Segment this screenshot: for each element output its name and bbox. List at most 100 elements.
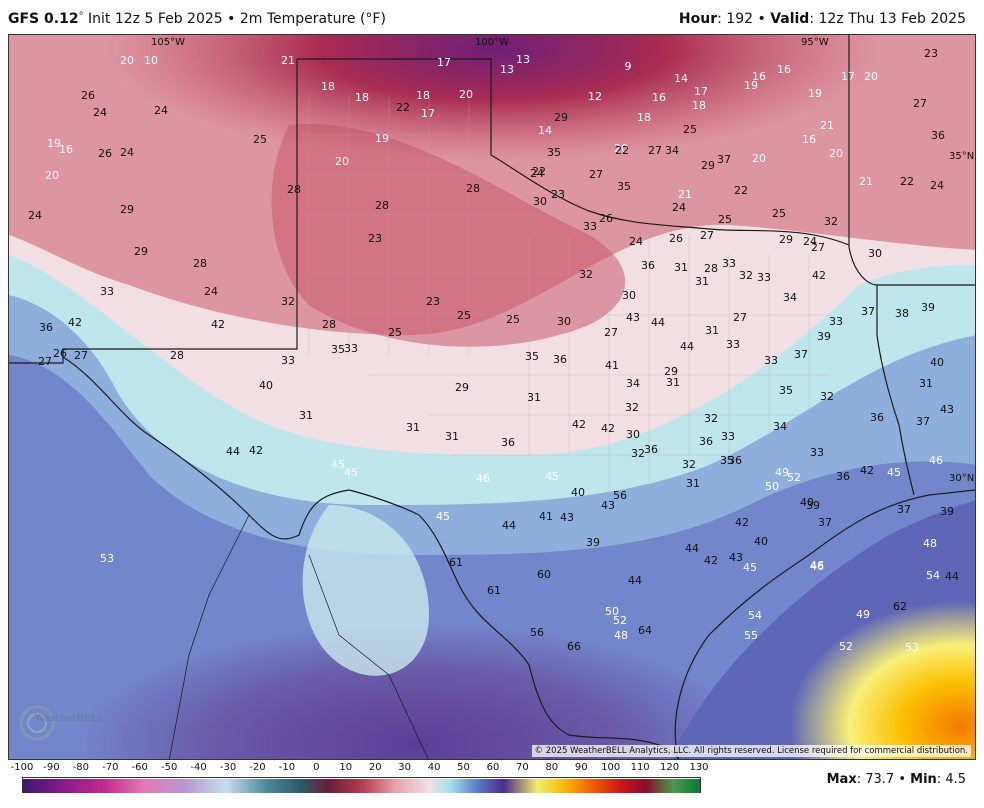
colorbar: [22, 777, 701, 793]
temperature-value: 33: [721, 430, 735, 443]
temperature-value: 33: [722, 257, 736, 270]
colorbar-tick-label: -70: [102, 762, 119, 773]
temperature-value: 66: [567, 640, 581, 653]
copyright-notice: © 2025 WeatherBELL Analytics, LLC. All r…: [531, 745, 971, 757]
temperature-value: 13: [516, 53, 530, 66]
temperature-value: 29: [120, 203, 134, 216]
temperature-value: 26: [53, 347, 67, 360]
temperature-value: 16: [802, 133, 816, 146]
la-border-w: [876, 334, 915, 496]
temperature-value: 61: [487, 584, 501, 597]
temperature-value: 10: [144, 54, 158, 67]
temperature-value: 14: [674, 72, 688, 85]
init-text: Init 12z 5 Feb 2025 • 2m Temperature (°F…: [88, 11, 386, 27]
temperature-value: 20: [45, 169, 59, 182]
temperature-value: 32: [579, 268, 593, 281]
temperature-value: 29: [779, 233, 793, 246]
colorbar-tick-label: 0: [313, 762, 320, 773]
coord-label: 100°W: [475, 37, 509, 48]
temperature-value: 43: [729, 551, 743, 564]
temperature-value: 30: [557, 315, 571, 328]
temperature-value: 22: [615, 144, 629, 157]
temperature-value: 42: [211, 318, 225, 331]
temperature-value: 62: [893, 600, 907, 613]
temperature-value: 24: [93, 106, 107, 119]
coord-label: 30°N: [949, 473, 974, 484]
temperature-value: 24: [672, 201, 686, 214]
temperature-value: 42: [704, 554, 718, 567]
temperature-value: 46: [810, 560, 824, 573]
temperature-value: 42: [860, 464, 874, 477]
logo-text: WeatherBELL: [35, 714, 104, 724]
temperature-value: 23: [924, 47, 938, 60]
mexico-border-2: [308, 554, 429, 759]
colorbar-tick-label: -90: [43, 762, 60, 773]
temperature-value: 29: [455, 381, 469, 394]
colorbar-tick-label: 130: [689, 762, 709, 773]
max-value: 73.7: [865, 772, 895, 787]
state-borders: [9, 35, 975, 759]
temperature-value: 32: [625, 401, 639, 414]
temperature-value: 20: [120, 54, 134, 67]
temperature-value: 33: [810, 446, 824, 459]
temperature-value: 31: [299, 409, 313, 422]
temperature-value: 22: [900, 175, 914, 188]
temperature-value: 23: [368, 232, 382, 245]
temperature-value: 32: [281, 295, 295, 308]
temperature-value: 22: [532, 165, 546, 178]
coord-label: 35°N: [949, 151, 974, 162]
temperature-value: 44: [226, 445, 240, 458]
temperature-value: 30: [533, 195, 547, 208]
max-label: Max: [826, 772, 857, 787]
temperature-value: 45: [887, 466, 901, 479]
header-title: GFS 0.12° Init 12z 5 Feb 2025 • 2m Tempe…: [8, 11, 386, 27]
temperature-value: 21: [859, 175, 873, 188]
temperature-value: 43: [601, 499, 615, 512]
min-value: 4.5: [945, 772, 966, 787]
colorbar-tick-label: 80: [545, 762, 559, 773]
temperature-value: 24: [930, 179, 944, 192]
temperature-value: 34: [773, 420, 787, 433]
temperature-value: 37: [818, 516, 832, 529]
temperature-value: 45: [344, 466, 358, 479]
temperature-value: 32: [820, 390, 834, 403]
colorbar-tick-label: 40: [427, 762, 441, 773]
temperature-value: 27: [74, 349, 88, 362]
temperature-value: 33: [100, 285, 114, 298]
min-label: Min: [910, 772, 937, 787]
temperature-value: 37: [861, 305, 875, 318]
temperature-value: 56: [613, 489, 627, 502]
temperature-value: 37: [717, 153, 731, 166]
temperature-value: 40: [930, 356, 944, 369]
temperature-value: 29: [554, 111, 568, 124]
temperature-value: 22: [396, 101, 410, 114]
cold-core-north: [9, 35, 975, 315]
temperature-value: 29: [134, 245, 148, 258]
temperature-value: 20: [829, 147, 843, 160]
temperature-value: 25: [457, 309, 471, 322]
temperature-value: 33: [829, 315, 843, 328]
temperature-value: 32: [682, 458, 696, 471]
header-bar: GFS 0.12° Init 12z 5 Feb 2025 • 2m Tempe…: [0, 0, 984, 34]
temperature-value: 50: [605, 605, 619, 618]
temperature-value: 53: [100, 552, 114, 565]
temperature-value: 41: [605, 359, 619, 372]
temperature-value: 36: [699, 435, 713, 448]
temperature-value: 29: [701, 159, 715, 172]
temperature-value: 31: [527, 391, 541, 404]
temperature-value: 20: [614, 142, 628, 155]
temperature-value: 40: [754, 535, 768, 548]
temperature-value: 30: [626, 428, 640, 441]
temperature-value: 43: [626, 311, 640, 324]
temperature-value: 9: [625, 60, 632, 73]
temperature-value: 27: [604, 326, 618, 339]
temperature-value: 34: [626, 377, 640, 390]
temperature-value: 16: [777, 63, 791, 76]
temperature-value: 52: [787, 471, 801, 484]
hour-label: Hour: [678, 11, 718, 27]
temperature-value: 19: [47, 137, 61, 150]
temperature-value: 39: [921, 301, 935, 314]
temperature-value: 28: [193, 257, 207, 270]
temperature-value: 24: [204, 285, 218, 298]
